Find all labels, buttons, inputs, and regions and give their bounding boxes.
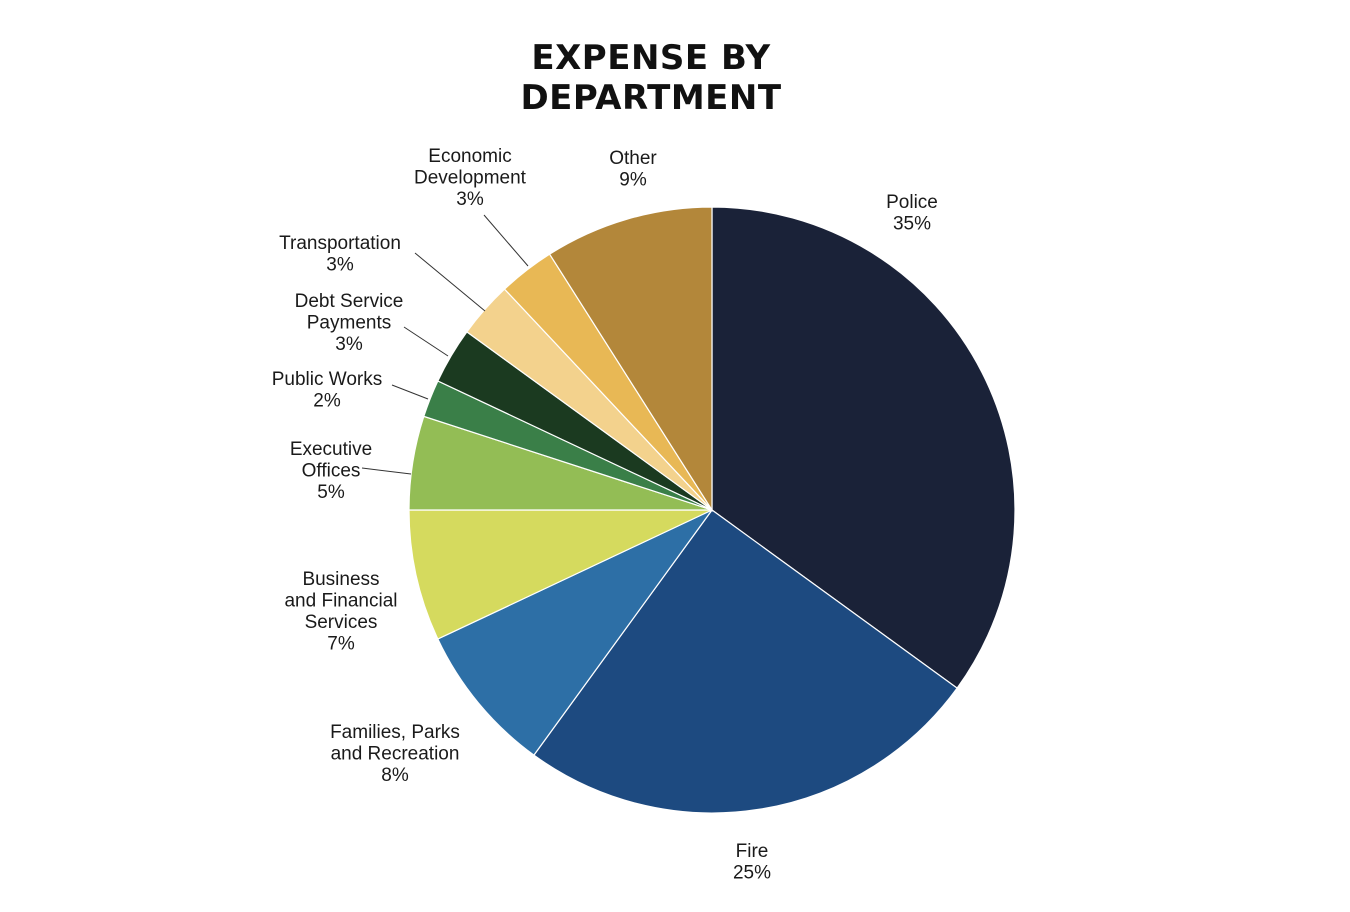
label-pct-transportation: 3% bbox=[326, 255, 354, 276]
pie-slices bbox=[408, 206, 1016, 814]
label-pct-business-and-financial-services: 7% bbox=[327, 634, 355, 655]
leader-line-debt-service-payments bbox=[403, 326, 449, 357]
label-other: Other 9% bbox=[609, 148, 657, 191]
leader-line-economic-development bbox=[483, 214, 529, 267]
label-public-works: Public Works 2% bbox=[272, 369, 383, 412]
label-transportation: Transportation 3% bbox=[279, 233, 401, 276]
label-text-economic-development: Development bbox=[414, 168, 527, 189]
label-debt-service-payments: Debt Service Payments 3% bbox=[295, 291, 404, 355]
label-pct-other: 9% bbox=[619, 170, 647, 191]
label-business-and-financial-services: Business and Financial Services 7% bbox=[284, 569, 397, 655]
slice-fire bbox=[533, 509, 958, 814]
slice-business-and-financial-services bbox=[408, 509, 713, 640]
label-text-transportation: Transportation bbox=[279, 233, 401, 254]
label-families-parks-and-recreation: Families, Parks and Recreation 8% bbox=[330, 722, 460, 786]
label-pct-fire: 25% bbox=[733, 863, 771, 884]
slice-labels: Police 35% Fire 25% Families, Parks and Recre… bbox=[272, 146, 938, 884]
label-economic-development: Economic Development 3% bbox=[414, 146, 527, 210]
label-police: Police 35% bbox=[886, 192, 938, 235]
chart-title-line-1: EXPENSE BY bbox=[531, 38, 771, 78]
label-pct-public-works: 2% bbox=[313, 391, 341, 412]
label-text-fire: Fire bbox=[736, 841, 769, 862]
label-fire: Fire 25% bbox=[733, 841, 771, 884]
label-text-debt-service-payments: Debt Service bbox=[295, 291, 404, 312]
label-pct-families-parks-and-recreation: 8% bbox=[381, 765, 409, 786]
leader-lines bbox=[361, 214, 529, 475]
label-text-police: Police bbox=[886, 192, 938, 213]
label-text-public-works: Public Works bbox=[272, 369, 383, 390]
slice-families-parks-and-recreation bbox=[437, 509, 713, 756]
label-pct-economic-development: 3% bbox=[456, 189, 484, 210]
slice-other bbox=[548, 206, 713, 513]
leader-line-executive-offices bbox=[361, 467, 412, 475]
label-text-business-and-financial-services: Services bbox=[305, 612, 378, 633]
label-text-business-and-financial-services: and Financial bbox=[284, 591, 397, 612]
label-text-families-parks-and-recreation: Families, Parks bbox=[330, 722, 460, 743]
leader-line-public-works bbox=[391, 384, 429, 400]
label-pct-executive-offices: 5% bbox=[317, 482, 345, 503]
label-pct-police: 35% bbox=[893, 214, 931, 235]
leader-line-transportation bbox=[414, 252, 486, 312]
label-pct-debt-service-payments: 3% bbox=[335, 334, 363, 355]
label-text-economic-development: Economic bbox=[428, 146, 511, 167]
label-text-executive-offices: Executive bbox=[290, 439, 372, 460]
chart-title-line-2: DEPARTMENT bbox=[520, 78, 782, 118]
label-executive-offices: Executive Offices 5% bbox=[290, 439, 372, 503]
label-text-families-parks-and-recreation: and Recreation bbox=[331, 744, 460, 765]
label-text-business-and-financial-services: Business bbox=[302, 569, 379, 590]
chart-title: EXPENSE BY DEPARTMENT bbox=[0, 38, 1302, 118]
label-text-debt-service-payments: Payments bbox=[307, 313, 391, 334]
label-text-other: Other bbox=[609, 148, 657, 169]
label-text-executive-offices: Offices bbox=[302, 461, 361, 482]
slice-police bbox=[711, 206, 1016, 689]
